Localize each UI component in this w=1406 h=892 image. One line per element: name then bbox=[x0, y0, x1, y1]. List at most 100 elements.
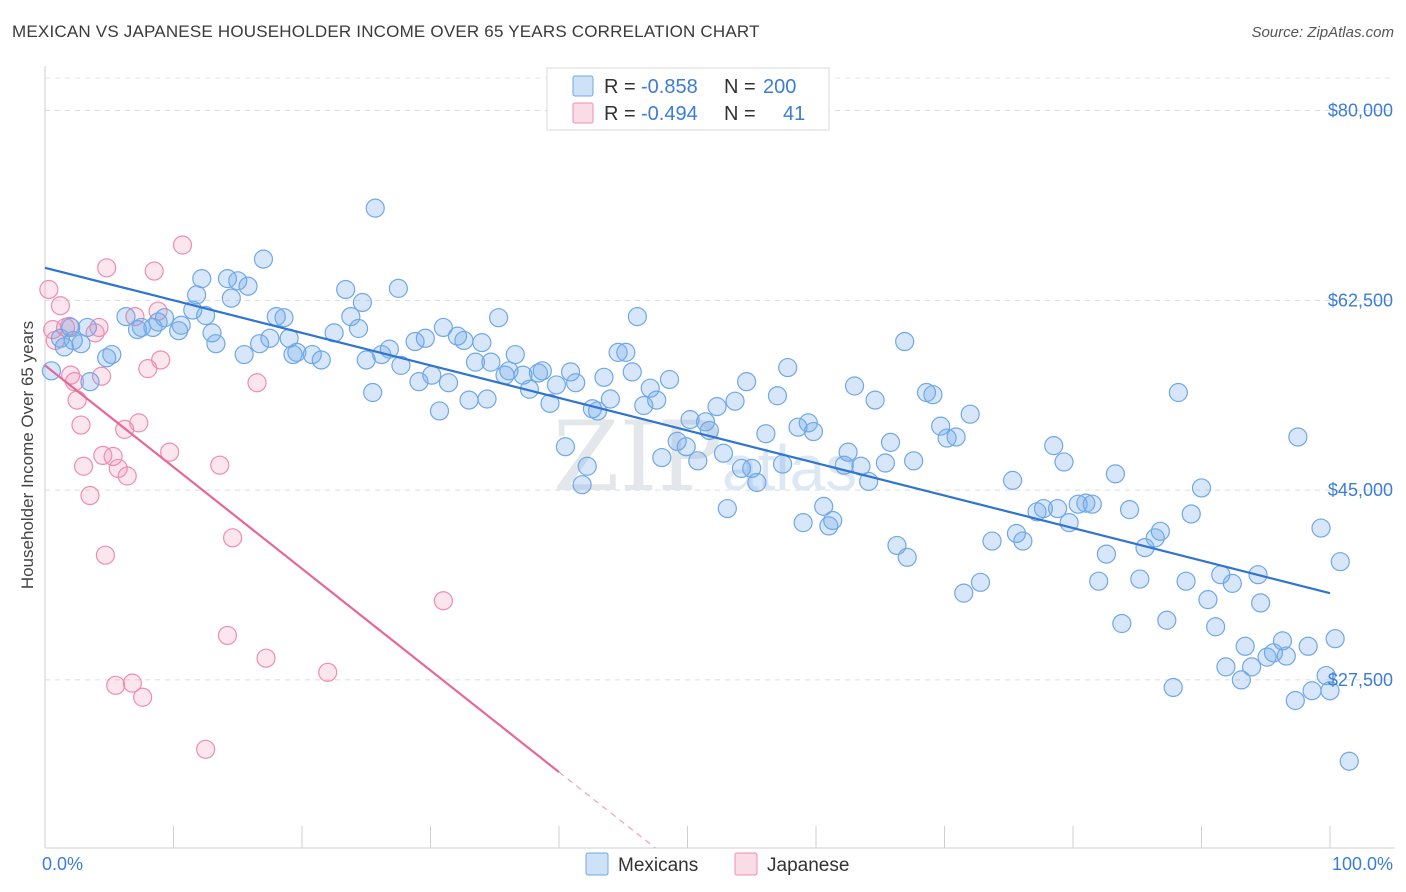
mexican-point bbox=[895, 331, 915, 352]
mexican-point bbox=[788, 417, 808, 437]
mexican-point bbox=[823, 510, 843, 531]
grid-lines bbox=[45, 77, 1395, 681]
japanese-point bbox=[73, 456, 94, 476]
source-label: Source: ZipAtlas.com bbox=[1251, 24, 1394, 41]
mexican-point bbox=[960, 404, 980, 424]
bottom-legend-swatch-japanese bbox=[734, 852, 758, 876]
mexican-point bbox=[756, 424, 776, 444]
mexican-point bbox=[77, 317, 98, 338]
japanese-point bbox=[39, 279, 59, 300]
mexican-point bbox=[875, 453, 895, 473]
mexican-point bbox=[234, 344, 254, 365]
mexican-point bbox=[880, 432, 901, 452]
mexican-point bbox=[1320, 681, 1340, 701]
mexican-point bbox=[676, 437, 696, 457]
mexican-point bbox=[616, 342, 636, 362]
japanese-point bbox=[129, 413, 149, 433]
japanese-point bbox=[97, 258, 117, 278]
mexican-point bbox=[707, 397, 727, 417]
mexican-point bbox=[238, 276, 258, 296]
mexican-point bbox=[946, 427, 966, 447]
mexican-point bbox=[415, 328, 435, 348]
bottom-legend-mexicans: Mexicans bbox=[618, 855, 698, 876]
mexican-point bbox=[154, 308, 175, 328]
mexican-point bbox=[97, 348, 117, 368]
mexican-point bbox=[767, 386, 788, 406]
mexican-point bbox=[71, 334, 91, 354]
mexican-point bbox=[778, 357, 798, 378]
mexican-point bbox=[897, 547, 917, 567]
mexican-point bbox=[499, 361, 519, 381]
mexican-point bbox=[923, 385, 943, 405]
x-tick-labels: 0.0% 100.0% bbox=[42, 854, 1393, 874]
legend-n-value: 41 bbox=[783, 103, 805, 125]
mexican-points bbox=[41, 198, 1359, 771]
mexican-point bbox=[422, 365, 442, 385]
mexican-point bbox=[838, 442, 858, 462]
mexican-point bbox=[477, 389, 497, 409]
mexican-point bbox=[1047, 498, 1068, 519]
mexican-point bbox=[713, 443, 734, 463]
mexican-point bbox=[688, 451, 708, 471]
mexican-point bbox=[206, 334, 226, 354]
mexican-point bbox=[1130, 569, 1150, 589]
legend-n-value: 200 bbox=[763, 76, 796, 98]
mexican-point bbox=[481, 352, 501, 372]
japanese-point bbox=[172, 235, 193, 255]
japanese-point bbox=[160, 442, 180, 462]
mexican-point bbox=[454, 330, 474, 351]
mexican-point bbox=[1176, 571, 1196, 591]
mexican-point bbox=[438, 373, 459, 393]
mexican-point bbox=[202, 323, 222, 343]
legend-r-value: -0.494 bbox=[641, 103, 698, 125]
mexican-point bbox=[803, 421, 824, 442]
mexican-point bbox=[1044, 436, 1064, 456]
mexican-point bbox=[365, 198, 385, 218]
mexican-point bbox=[652, 447, 672, 468]
mexican-point bbox=[1112, 613, 1132, 634]
japanese-point bbox=[103, 446, 123, 467]
japanese-point bbox=[93, 445, 113, 466]
mexican-point bbox=[1076, 493, 1096, 513]
mexican-point bbox=[249, 334, 270, 354]
legend-n-label: N = bbox=[724, 103, 756, 125]
mexican-point bbox=[505, 344, 525, 365]
mexican-point bbox=[566, 373, 586, 393]
japanese-point bbox=[80, 485, 100, 506]
mexican-point bbox=[433, 317, 453, 338]
japanese-point bbox=[196, 739, 216, 759]
japanese-point bbox=[256, 648, 276, 668]
japanese-point bbox=[91, 366, 112, 386]
mexican-point bbox=[302, 344, 322, 365]
japanese-point bbox=[133, 687, 153, 707]
mexican-point bbox=[742, 458, 762, 479]
mexican-point bbox=[608, 342, 628, 362]
mexican-point bbox=[274, 308, 294, 328]
mexican-point bbox=[1231, 670, 1251, 690]
mexican-point bbox=[63, 330, 83, 351]
mexican-point bbox=[169, 321, 189, 341]
mexican-point bbox=[192, 269, 212, 289]
mexican-point bbox=[405, 331, 425, 352]
mexican-point bbox=[731, 458, 752, 479]
mexican-point bbox=[1311, 518, 1331, 538]
legend-swatch-mexicans bbox=[572, 75, 594, 97]
x-tick-label: 100.0% bbox=[1332, 854, 1393, 874]
mexican-point bbox=[970, 572, 991, 592]
mexican-point bbox=[1006, 523, 1027, 544]
bottom-legend-japanese: Japanese bbox=[767, 855, 849, 876]
mexican-point bbox=[363, 382, 383, 403]
mexican-point bbox=[717, 498, 737, 519]
mexican-point bbox=[1325, 629, 1345, 649]
legend-n-label: N = bbox=[724, 76, 756, 98]
mexican-point bbox=[725, 391, 745, 411]
mexican-point bbox=[1302, 681, 1322, 701]
japanese-point bbox=[217, 625, 238, 646]
mexican-point bbox=[1285, 690, 1305, 711]
mexican-point bbox=[1339, 751, 1359, 771]
legend-r-label: R = bbox=[604, 76, 636, 98]
mexican-point bbox=[1068, 494, 1088, 514]
japanese-point bbox=[122, 673, 142, 693]
mexican-point bbox=[228, 271, 248, 291]
mexican-point bbox=[1096, 544, 1117, 564]
